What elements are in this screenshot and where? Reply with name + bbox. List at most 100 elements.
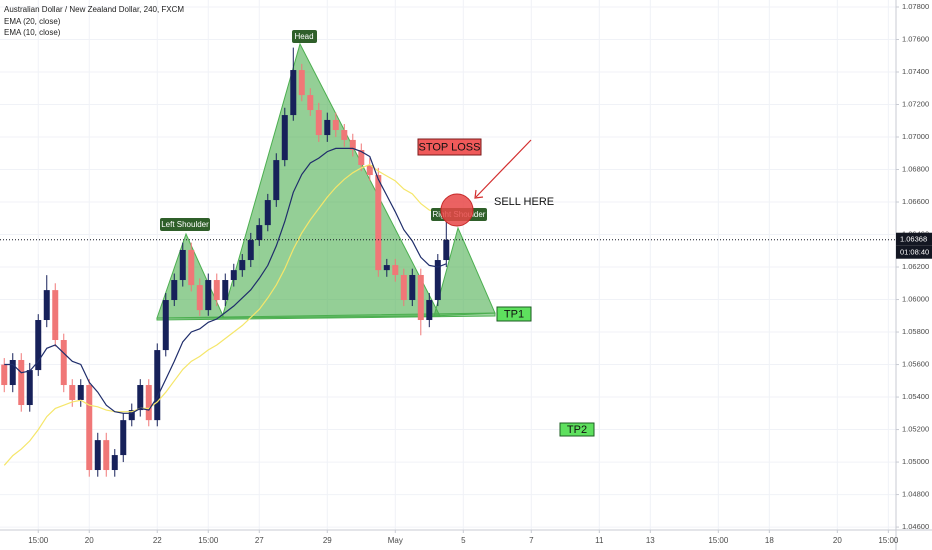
sell-circle xyxy=(440,193,474,227)
candle-body xyxy=(417,274,424,321)
countdown-tag xyxy=(896,245,932,259)
countdown-label: 01:08:40 xyxy=(900,248,929,257)
candle-body xyxy=(375,175,382,271)
x-tick-label: 20 xyxy=(85,536,94,545)
price-axis-panel xyxy=(896,0,932,550)
plot xyxy=(0,47,896,477)
candle-body xyxy=(94,440,101,471)
y-tick-label: 1.05400 xyxy=(902,392,929,401)
candle-body xyxy=(383,265,390,271)
head-label: Head xyxy=(294,32,313,41)
y-tick-label: 1.06200 xyxy=(902,262,929,271)
sell-here-label: SELL HERE xyxy=(494,196,554,208)
candle-body xyxy=(426,300,433,321)
candle-body xyxy=(103,440,110,471)
candle-body xyxy=(400,274,407,301)
y-tick-label: 1.04800 xyxy=(902,490,929,499)
y-tick-label: 1.05800 xyxy=(902,327,929,336)
candle-body xyxy=(18,359,25,406)
candle-body xyxy=(111,455,118,471)
x-tick-label: 5 xyxy=(461,536,466,545)
candle-body xyxy=(162,300,169,351)
candle-body xyxy=(1,364,8,386)
x-tick-label: 27 xyxy=(255,536,264,545)
candle-body xyxy=(35,320,42,371)
candle-body xyxy=(264,200,271,226)
candle-body xyxy=(171,280,178,301)
candle-body xyxy=(43,290,50,321)
ema-line xyxy=(3,163,447,466)
y-tick-label: 1.06000 xyxy=(902,295,929,304)
candle-body xyxy=(434,260,441,301)
candle-body xyxy=(196,285,203,311)
left-shoulder-label: Left Shoulder xyxy=(161,220,209,229)
y-tick-label: 1.07200 xyxy=(902,99,929,108)
candle-body xyxy=(443,239,450,261)
candle-body xyxy=(86,385,93,471)
candle-body xyxy=(358,150,365,165)
candle-body xyxy=(120,420,127,456)
x-tick-label: 7 xyxy=(529,536,534,545)
last-price-label: 1.06368 xyxy=(900,235,927,244)
candle-body xyxy=(60,340,67,386)
candle-body xyxy=(409,274,416,301)
candle-body xyxy=(332,119,339,131)
candle-body xyxy=(247,240,254,261)
last-price-tag xyxy=(896,232,932,246)
candle-body xyxy=(9,359,16,386)
x-tick-label: 29 xyxy=(323,536,332,545)
tp2-label: TP2 xyxy=(567,424,587,436)
annotations: Left Shoulder Head Right Shoulder STOP L… xyxy=(160,30,595,437)
y-tick-label: 1.06600 xyxy=(902,197,929,206)
candle-body xyxy=(307,95,314,111)
x-tick-label: 15:00 xyxy=(28,536,49,545)
x-tick-label: 11 xyxy=(595,536,604,545)
right-shoulder-shape xyxy=(433,226,496,317)
candle-body xyxy=(239,260,246,271)
axes: 1.07800 1.07600 1.07400 1.07200 1.07000 1.068… xyxy=(28,2,932,545)
y-tick-label: 1.05200 xyxy=(902,425,929,434)
candle-body xyxy=(213,280,220,301)
legend-entry: EMA (20, close) xyxy=(4,17,61,26)
x-tick-label: 20 xyxy=(833,536,842,545)
time-axis-panel xyxy=(0,530,896,550)
candle-body xyxy=(179,249,186,281)
candle-body xyxy=(222,280,229,301)
candle-body xyxy=(154,350,161,421)
candle-body xyxy=(77,385,84,400)
candle-body xyxy=(205,280,212,311)
tp2-box xyxy=(559,422,595,437)
ema-line xyxy=(4,147,447,414)
candle-body xyxy=(145,385,152,421)
candle-body xyxy=(256,225,263,241)
candle-body xyxy=(315,110,322,136)
arrow-head xyxy=(474,189,484,199)
candle-body xyxy=(324,119,331,136)
x-tick-label: May xyxy=(388,536,403,545)
y-tick-label: 1.04600 xyxy=(902,522,929,531)
x-tick-label: 22 xyxy=(153,536,162,545)
stop-loss-box xyxy=(417,138,482,156)
arrow xyxy=(475,139,532,198)
tp1-box xyxy=(496,306,532,322)
chart-title: Australian Dollar / New Zealand Dollar, … xyxy=(4,5,184,14)
candle-body xyxy=(392,265,399,275)
x-tick-label: 15:00 xyxy=(878,536,899,545)
y-tick-label: 1.05600 xyxy=(902,360,929,369)
candle-body xyxy=(290,70,297,116)
y-tick-label: 1.07600 xyxy=(902,34,929,43)
candle-body xyxy=(26,370,33,406)
y-tick-label: 1.05000 xyxy=(902,457,929,466)
candle-body xyxy=(128,410,135,421)
y-tick-label: 1.07000 xyxy=(902,132,929,141)
legend-entry: EMA (10, close) xyxy=(4,28,61,37)
x-tick-label: 18 xyxy=(765,536,774,545)
candle-body xyxy=(349,139,356,151)
legend: Australian Dollar / New Zealand Dollar, … xyxy=(4,5,184,37)
candle-body xyxy=(69,385,76,400)
candle-body xyxy=(230,270,237,281)
candle-body xyxy=(298,70,305,96)
stop-loss-label: STOP LOSS xyxy=(419,141,481,153)
x-tick-label: 15:00 xyxy=(708,536,729,545)
